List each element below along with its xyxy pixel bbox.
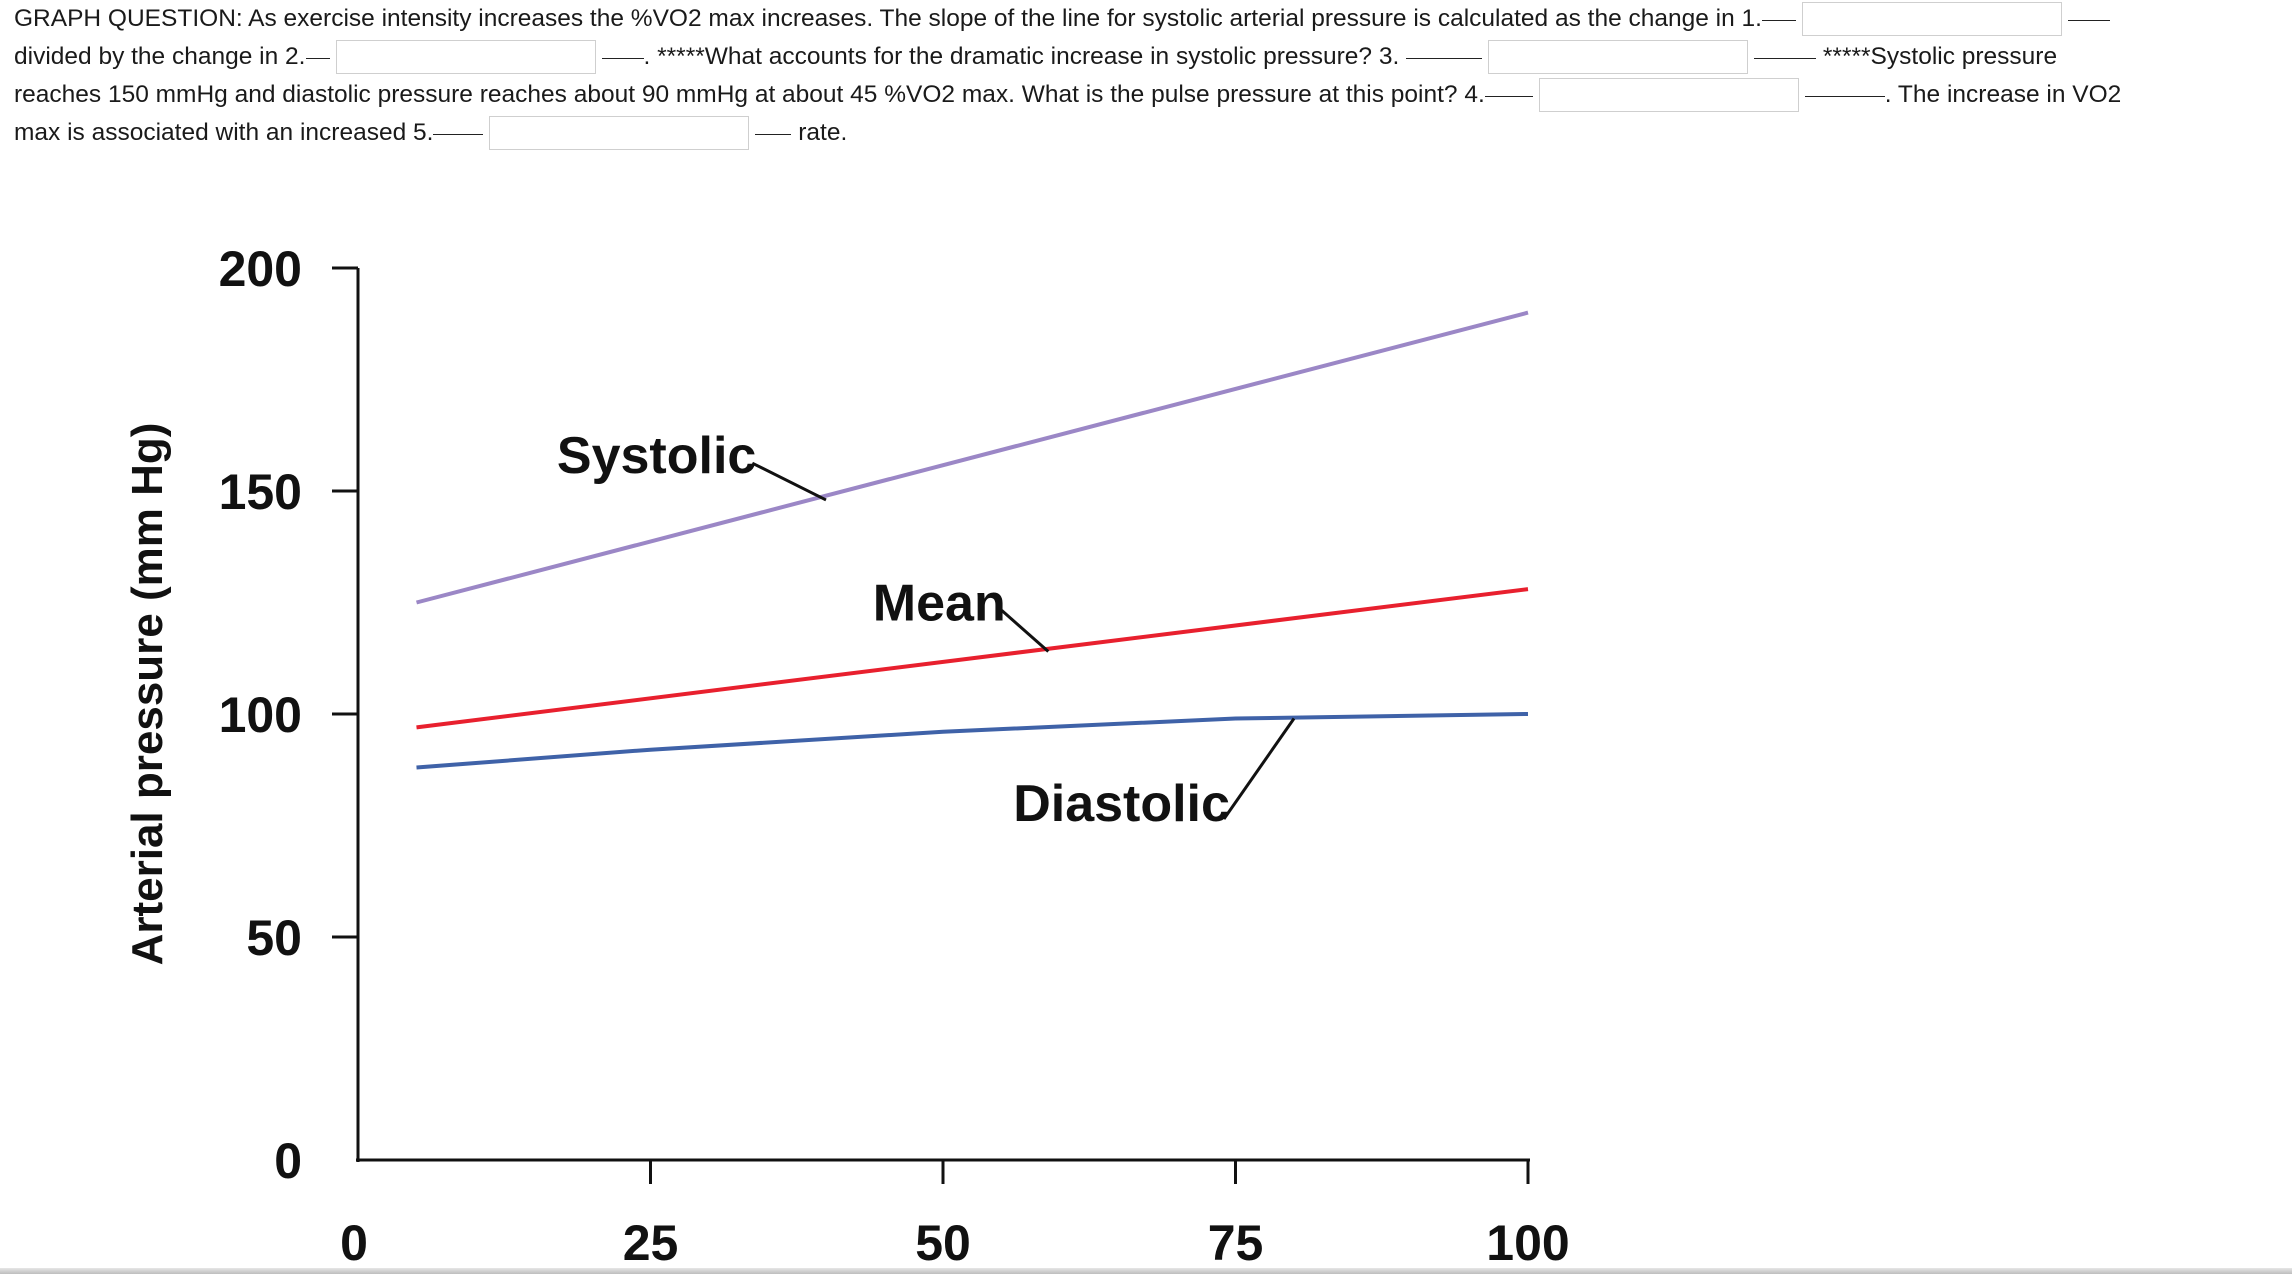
systolic-line [415, 310, 1529, 605]
question-line-3: reaches 150 mmHg and diastolic pressure … [14, 76, 2121, 114]
answer-2-input[interactable] [335, 40, 596, 74]
answer-4-input[interactable] [1538, 78, 1799, 112]
y-tick-label: 100 [219, 687, 302, 743]
blank-underline [601, 38, 644, 59]
blank-underline [1484, 76, 1533, 97]
question-text-segment: *****Systolic pressure [1816, 43, 2058, 70]
x-tick-label: 100 [1486, 1215, 1569, 1271]
x-tick-label: 75 [1208, 1215, 1264, 1271]
question-text-segment: divided by the change in 2. [14, 43, 306, 70]
question-line-4: max is associated with an increased 5. r… [14, 114, 847, 152]
question-line-1: GRAPH QUESTION: As exercise intensity in… [14, 0, 2110, 38]
question-text-segment: GRAPH QUESTION: As exercise intensity in… [14, 5, 1762, 32]
x-tick-label: 25 [623, 1215, 679, 1271]
mean-label: Mean [873, 574, 1006, 632]
question-text-segment: . *****What accounts for the dramatic in… [643, 43, 1407, 70]
diastolic-leader-line [1222, 717, 1296, 820]
window-bottom-bar [0, 1268, 2292, 1274]
y-tick-label: 50 [246, 910, 302, 966]
question-line-2: divided by the change in 2. . *****What a… [14, 38, 2057, 76]
y-axis-label: Arterial pressure (mm Hg) [123, 423, 172, 966]
blank-underline [1754, 38, 1817, 59]
blank-underline [2068, 0, 2110, 21]
answer-3-input[interactable] [1488, 40, 1749, 74]
systolic-leader-line [751, 461, 827, 502]
question-text-segment: . The increase in VO2 [1884, 81, 2122, 108]
chart-series [415, 310, 1529, 770]
x-tick-label: 0 [340, 1215, 368, 1271]
blank-underline [1406, 38, 1483, 59]
question-text-segment: max is associated with an increased 5. [14, 119, 434, 146]
y-tick-label: 0 [274, 1133, 302, 1189]
chart-annotations: Systolic Mean Diastolic [557, 427, 1296, 833]
systolic-label: Systolic [557, 427, 756, 485]
blank-underline [1804, 76, 1885, 97]
diastolic-label: Diastolic [1013, 775, 1230, 833]
question-text-segment: rate. [791, 119, 848, 146]
y-tick-label: 200 [219, 241, 302, 297]
answer-5-input[interactable] [489, 116, 750, 150]
x-tick-label: 50 [915, 1215, 971, 1271]
blank-underline [755, 114, 792, 135]
blank-underline [433, 114, 484, 135]
y-tick-label: 150 [219, 464, 302, 520]
diastolic-line [416, 712, 1529, 770]
answer-1-input[interactable] [1802, 2, 2062, 36]
mean-line [416, 587, 1529, 730]
blank-underline [305, 38, 330, 59]
blank-underline [1762, 0, 1796, 21]
mean-leader-line [1000, 609, 1050, 653]
chart-ticks: 0 50 100 150 200 0 25 50 75 100 [219, 241, 1570, 1271]
question-text-segment: reaches 150 mmHg and diastolic pressure … [14, 81, 1485, 108]
